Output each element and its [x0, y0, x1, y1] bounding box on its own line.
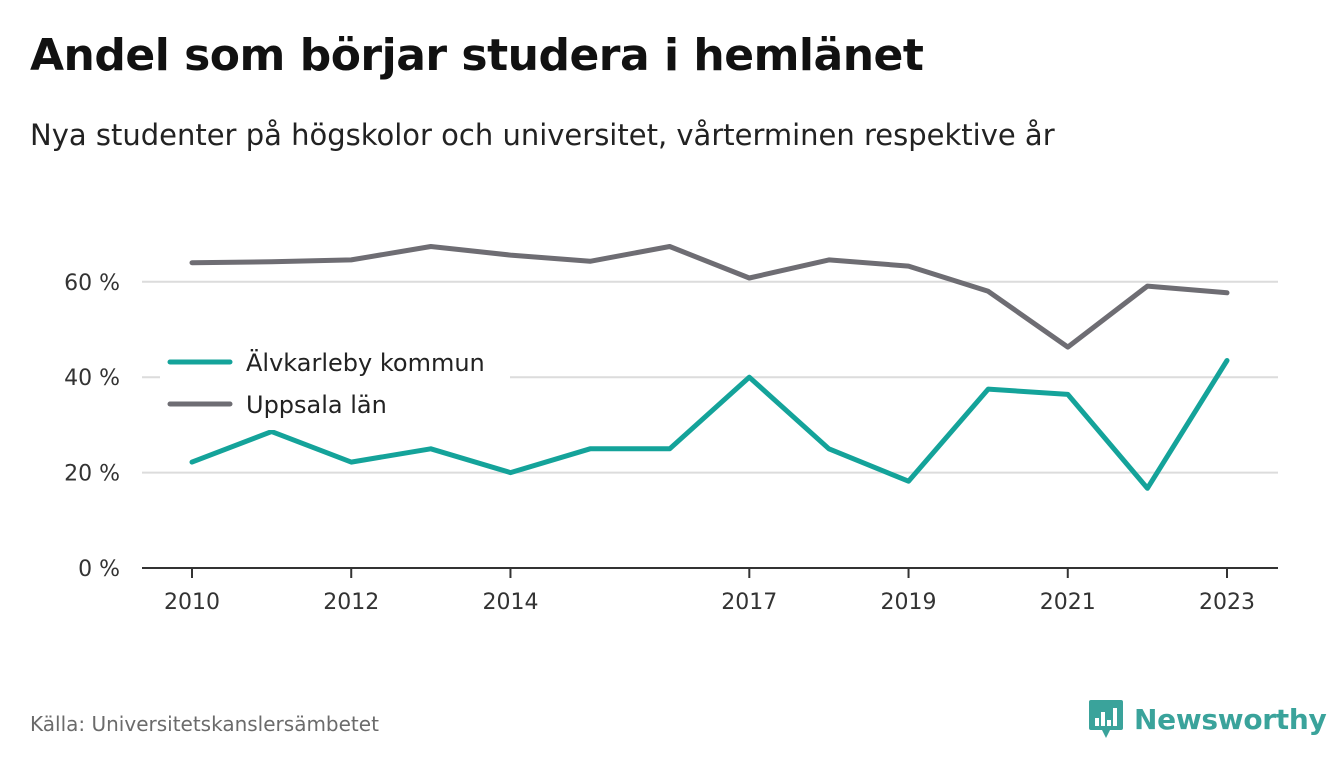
- chart-subtitle: Nya studenter på högskolor och universit…: [30, 118, 1055, 152]
- brand-name: Newsworthy: [1134, 702, 1327, 736]
- series-lines: [189, 244, 1230, 491]
- x-tick-label: 2014: [482, 590, 538, 615]
- y-tick-label: 20 %: [64, 462, 120, 487]
- chart-title: Andel som börjar studera i hemlänet: [30, 30, 924, 81]
- legend-label: Uppsala län: [246, 391, 387, 419]
- brand-logo: Newsworthy: [1088, 698, 1327, 740]
- x-tick-label: 2010: [164, 590, 220, 615]
- x-axis: 2010 2012 2014 2017 2019 2021 2023: [142, 567, 1278, 615]
- x-tick-label: 2012: [323, 590, 379, 615]
- source-note: Källa: Universitetskanslersämbetet: [30, 712, 379, 736]
- x-tick-label: 2021: [1040, 590, 1096, 615]
- bar-chart-badge-icon: [1089, 700, 1123, 738]
- x-tick-label: 2019: [881, 590, 937, 615]
- series-line: [189, 358, 1230, 491]
- y-tick-label: 60 %: [64, 271, 120, 296]
- legend-background: [160, 340, 510, 430]
- series-line: [189, 244, 1230, 350]
- y-axis: 0 % 20 % 40 % 60 %: [64, 271, 120, 582]
- legend: Älvkarleby kommun Uppsala län: [160, 340, 510, 430]
- y-tick-label: 0 %: [78, 557, 120, 582]
- x-tick-label: 2017: [721, 590, 777, 615]
- legend-label: Älvkarleby kommun: [246, 348, 485, 377]
- y-tick-label: 40 %: [64, 366, 120, 391]
- x-tick-label: 2023: [1199, 590, 1255, 615]
